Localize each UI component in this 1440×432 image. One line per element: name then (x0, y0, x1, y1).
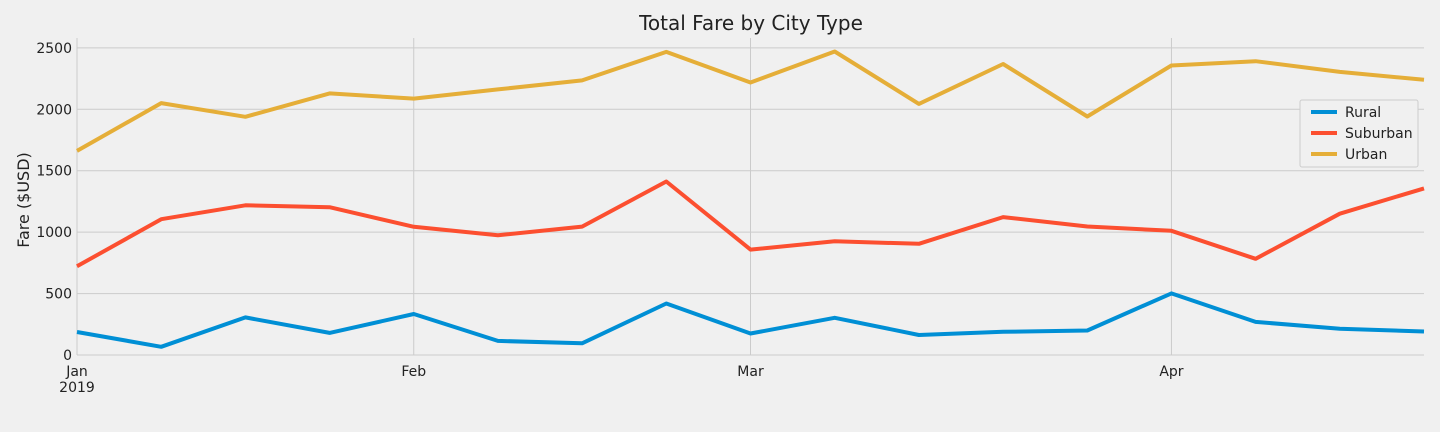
grid (76, 38, 1424, 356)
legend-box (1299, 99, 1419, 168)
y-tick-label: 0 (63, 348, 72, 364)
x-tick-label: Jan (65, 364, 88, 380)
x-tick-label: Apr (1159, 364, 1183, 380)
series-lines (76, 49, 1425, 349)
x-tick-label: Mar (737, 364, 764, 380)
chart-title: Total Fare by City Type (638, 11, 863, 35)
legend-label-suburban: Suburban (1345, 126, 1413, 142)
y-tick-label: 1500 (36, 164, 72, 180)
legend: Rural Suburban Urban (1299, 99, 1419, 168)
x-tick-sublabel: 2019 (59, 380, 95, 396)
legend-label-rural: Rural (1345, 105, 1381, 121)
y-tick-label: 2000 (36, 102, 72, 118)
legend-label-urban: Urban (1345, 147, 1387, 163)
series-line-suburban (76, 179, 1425, 269)
y-tick-label: 2500 (36, 41, 72, 57)
series-line-rural (76, 291, 1425, 349)
x-tick-label: Feb (401, 364, 426, 380)
series-line-urban (76, 49, 1425, 153)
y-tick-label: 1000 (36, 225, 72, 241)
y-axis-label: Fare ($USD) (14, 152, 33, 248)
y-tick-label: 500 (45, 287, 72, 303)
